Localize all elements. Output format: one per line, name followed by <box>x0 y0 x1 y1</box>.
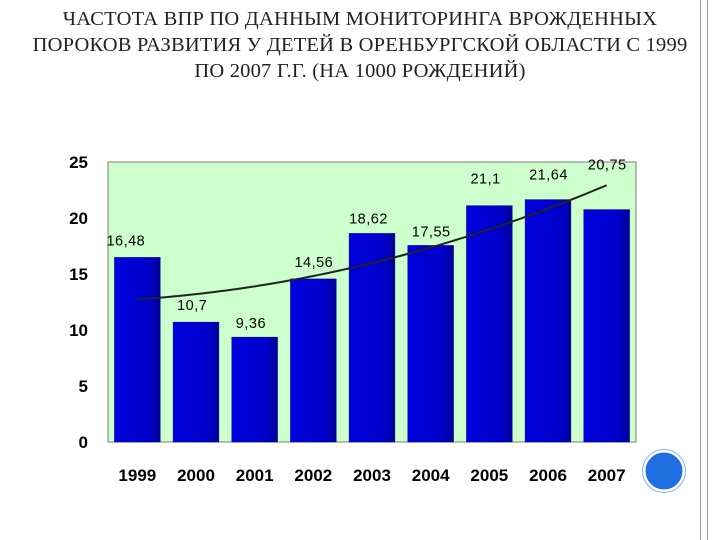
data-label-2005: 21,1 <box>470 172 500 188</box>
x-tick-label-2002: 2002 <box>294 466 332 485</box>
y-tick-label: 25 <box>69 153 88 172</box>
bar-2002 <box>290 278 337 443</box>
bar-2003 <box>348 233 396 443</box>
slide-title: ЧАСТОТА ВПР ПО ДАННЫМ МОНИТОРИНГА ВРОЖДЕ… <box>32 8 688 82</box>
data-label-1999: 16,48 <box>106 233 145 249</box>
bar-1999 <box>114 257 161 443</box>
x-tick-label-2005: 2005 <box>470 466 508 485</box>
x-tick-label-1999: 1999 <box>118 466 156 485</box>
x-tick-label-2000: 2000 <box>177 466 215 485</box>
y-tick-label: 5 <box>79 377 88 396</box>
right-border-line-outer <box>707 0 708 540</box>
data-label-2002: 14,56 <box>294 255 333 271</box>
bar-2007 <box>583 209 630 443</box>
x-tick-label-2003: 2003 <box>353 466 391 485</box>
x-tick-label-2006: 2006 <box>529 466 567 485</box>
x-tick-label-2001: 2001 <box>236 466 274 485</box>
y-tick-label: 0 <box>79 433 88 452</box>
bar-2005 <box>466 205 513 443</box>
y-tick-label: 15 <box>69 265 88 284</box>
data-label-2007: 20,75 <box>588 158 627 174</box>
y-tick-label: 20 <box>69 209 88 228</box>
y-tick-label: 10 <box>69 321 88 340</box>
data-label-2003: 18,62 <box>349 211 388 227</box>
decorative-circle-icon <box>642 449 686 493</box>
data-label-2004: 17,55 <box>412 224 451 240</box>
trend-line <box>137 184 608 301</box>
data-label-2000: 10,7 <box>177 298 207 314</box>
bar-2001 <box>231 336 278 443</box>
x-tick-label-2007: 2007 <box>588 466 626 485</box>
bar-2006 <box>524 199 572 443</box>
data-label-2006: 21,64 <box>529 168 568 184</box>
data-label-2001: 9,36 <box>236 316 266 332</box>
bar-2004 <box>407 245 454 443</box>
right-border-line <box>700 0 701 540</box>
bar-2000 <box>172 321 220 443</box>
x-tick-label-2004: 2004 <box>412 466 450 485</box>
